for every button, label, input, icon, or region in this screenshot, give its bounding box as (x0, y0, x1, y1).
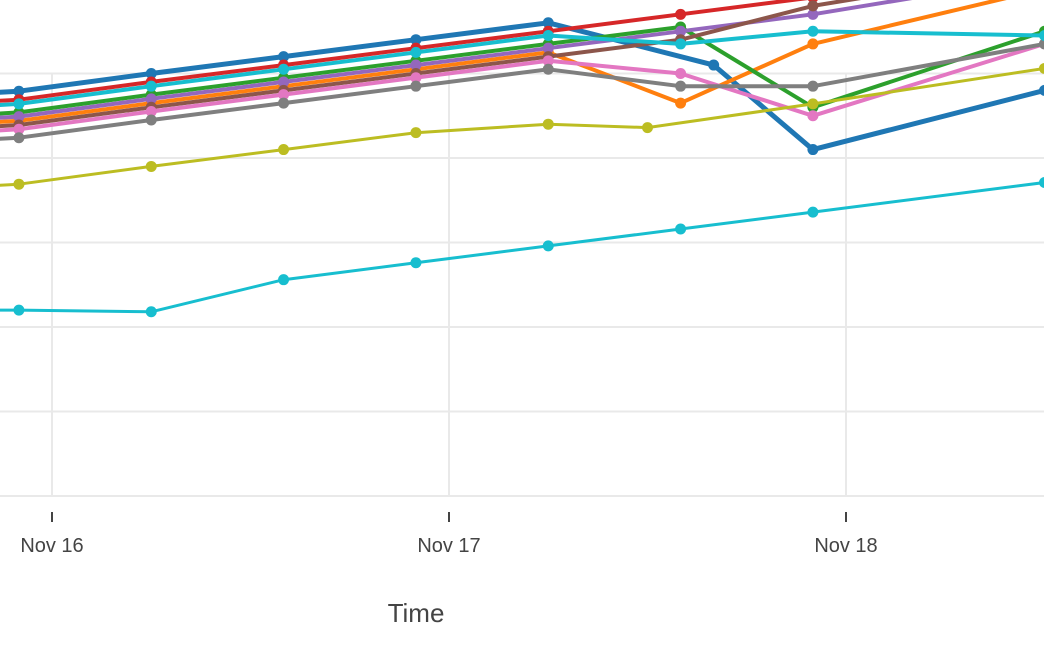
series-line (0, 41, 1044, 133)
data-point (675, 25, 687, 37)
x-axis-title: Time (388, 598, 445, 628)
data-point (542, 42, 554, 54)
data-point (675, 80, 687, 92)
series-1 (0, 0, 1007, 127)
data-point (13, 111, 25, 123)
data-point (278, 97, 290, 109)
data-point (542, 240, 554, 252)
data-point (13, 178, 25, 190)
data-point (410, 59, 422, 71)
data-point (145, 114, 157, 126)
data-point (542, 17, 554, 29)
series-4 (0, 0, 913, 123)
data-point (807, 110, 819, 122)
data-point (675, 8, 687, 20)
series-10 (0, 177, 1044, 318)
grid (0, 72, 1044, 497)
series-8 (0, 25, 1044, 110)
data-point (145, 80, 157, 92)
x-tick-label: Nov 18 (814, 535, 877, 557)
data-point (13, 123, 25, 135)
data-point (807, 0, 819, 12)
data-point (13, 132, 25, 144)
data-point (542, 55, 554, 67)
series-0 (0, 17, 1044, 156)
series-line (0, 181, 1044, 314)
data-point (145, 93, 157, 105)
data-point (807, 25, 819, 37)
data-point (410, 34, 422, 46)
data-point (278, 51, 290, 63)
data-point (542, 63, 554, 75)
data-point (278, 89, 290, 101)
data-point (13, 85, 25, 97)
data-point (807, 8, 819, 20)
data-point (13, 98, 25, 110)
data-point (410, 46, 422, 58)
data-point (410, 80, 422, 92)
series-6 (0, 38, 1044, 135)
data-point (642, 122, 653, 134)
data-point (145, 106, 157, 118)
data-point (1039, 29, 1044, 41)
data-point (410, 127, 422, 139)
data-point (807, 206, 819, 218)
x-tick-label: Nov 16 (20, 535, 83, 557)
data-point (675, 223, 687, 235)
series-9 (0, 62, 1044, 190)
series-7 (0, 38, 1044, 144)
data-point (13, 304, 25, 316)
x-axis: Nov 16 Nov 17 Nov 18 (20, 512, 878, 557)
data-point (807, 80, 819, 92)
data-point (675, 97, 687, 109)
data-point (278, 76, 290, 88)
data-point (1039, 62, 1044, 74)
data-point (145, 306, 157, 318)
data-point (145, 68, 157, 79)
x-tick-label: Nov 17 (417, 535, 480, 557)
data-point (708, 59, 720, 71)
data-point (675, 68, 687, 79)
data-point (542, 29, 554, 41)
data-point (1039, 38, 1044, 50)
data-point (278, 63, 290, 75)
data-point (542, 118, 554, 130)
data-point (807, 144, 819, 156)
data-point (278, 144, 290, 156)
data-point (145, 160, 157, 172)
data-point (410, 72, 422, 84)
data-point (410, 257, 422, 269)
data-point (675, 38, 687, 50)
series-layer (0, 0, 1044, 318)
data-point (278, 274, 290, 286)
data-point (807, 38, 819, 50)
data-point (1039, 177, 1044, 188)
data-point (1039, 84, 1044, 96)
data-point (807, 98, 819, 110)
